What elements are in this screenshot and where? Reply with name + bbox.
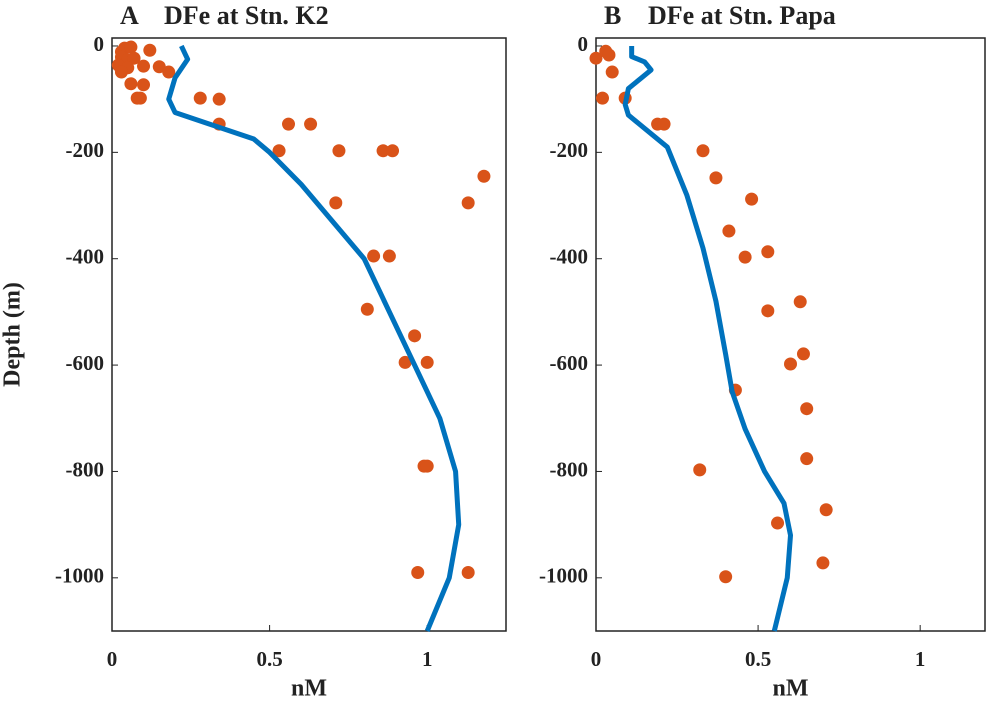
data-point	[595, 91, 609, 105]
data-point	[605, 65, 619, 79]
y-axis-label: Depth (m)	[0, 282, 26, 387]
data-point	[367, 249, 381, 263]
data-point	[137, 78, 151, 92]
data-point	[386, 144, 400, 158]
data-point	[127, 51, 141, 65]
profile-line	[166, 44, 462, 632]
data-point	[398, 355, 412, 369]
data-point	[332, 144, 346, 158]
data-point	[162, 65, 176, 79]
data-point	[589, 51, 603, 65]
data-point	[124, 40, 138, 54]
y-tick-label: -600	[66, 351, 105, 375]
data-point	[657, 117, 671, 131]
chart-title: DFe at Stn. K2	[164, 1, 329, 30]
data-point	[329, 196, 343, 210]
plot-clip	[111, 40, 491, 632]
x-axis-label: nM	[773, 676, 809, 702]
y-tick-label: 0	[94, 32, 105, 56]
y-tick-label: -400	[550, 245, 589, 269]
x-tick-label: 1	[422, 647, 433, 671]
x-tick-label: 1	[915, 647, 926, 671]
x-tick-label: 0.5	[256, 647, 282, 671]
y-tick-label: -800	[550, 457, 589, 481]
data-point	[816, 556, 830, 570]
x-tick-label: 0	[107, 647, 118, 671]
y-tick-label: -200	[66, 138, 105, 162]
data-point	[420, 459, 434, 473]
y-tick-label: -800	[66, 457, 105, 481]
data-point	[114, 65, 128, 79]
data-point	[793, 295, 807, 309]
data-point	[124, 77, 138, 91]
data-point	[133, 91, 147, 105]
data-point	[602, 48, 616, 62]
data-point	[696, 144, 710, 158]
data-point	[461, 565, 475, 579]
y-tick-label: -200	[550, 138, 589, 162]
data-point	[282, 117, 296, 131]
x-tick-label: 0	[591, 647, 602, 671]
y-tick-label: 0	[578, 32, 589, 56]
data-point	[137, 59, 151, 73]
x-tick-label: 0.5	[745, 647, 771, 671]
data-point	[376, 144, 390, 158]
data-point	[761, 304, 775, 318]
data-point	[819, 503, 833, 517]
data-point	[693, 463, 707, 477]
data-point	[408, 329, 422, 343]
data-point	[411, 565, 425, 579]
data-point	[709, 171, 723, 185]
data-point	[745, 192, 759, 206]
chart-title: DFe at Stn. Papa	[648, 1, 836, 30]
y-tick-label: -1000	[539, 564, 588, 588]
plot-clip	[589, 44, 833, 632]
data-point	[738, 250, 752, 264]
data-point	[272, 144, 286, 158]
data-point	[382, 249, 396, 263]
data-point	[761, 245, 775, 259]
data-point	[152, 60, 166, 74]
y-tick-label: -600	[550, 351, 589, 375]
y-tick-label: -1000	[55, 564, 104, 588]
panel-label: A	[120, 1, 139, 30]
y-tick-label: -400	[66, 245, 105, 269]
data-point	[800, 402, 814, 416]
data-point	[420, 355, 434, 369]
data-point	[722, 224, 736, 238]
data-point	[784, 357, 797, 371]
x-axis-label: nM	[291, 676, 327, 702]
plot-area	[111, 37, 507, 632]
data-point	[461, 196, 475, 210]
profile-line	[622, 45, 793, 632]
panel-label: B	[604, 1, 621, 30]
data-point	[193, 91, 207, 105]
data-point	[212, 92, 226, 106]
data-point	[360, 302, 374, 316]
data-point	[771, 516, 785, 530]
data-point	[719, 570, 733, 584]
data-point	[800, 452, 814, 466]
data-point	[477, 169, 491, 183]
data-point	[796, 347, 810, 361]
data-point	[143, 43, 157, 57]
data-point	[304, 117, 318, 131]
